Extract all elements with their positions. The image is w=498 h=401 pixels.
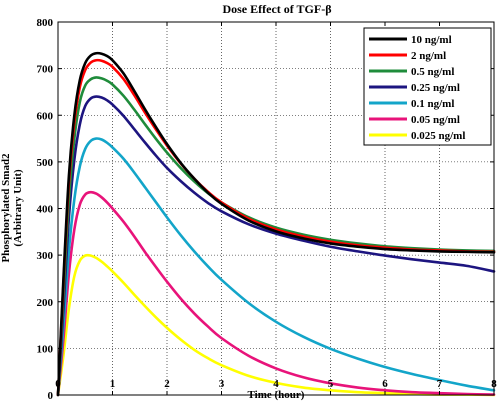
x-tick-label: 8 — [491, 378, 497, 390]
axis-ticks: 0 1 2 3 4 5 6 7 8 0 100 200 300 400 500 600 700 800 — [37, 17, 498, 401]
x-tick-label: 2 — [164, 378, 170, 390]
x-tick-label: 0 — [55, 378, 61, 390]
x-tick-label: 1 — [110, 378, 116, 390]
y-tick-label: 600 — [37, 110, 54, 122]
x-tick-label: 6 — [382, 378, 388, 390]
y-tick-label: 300 — [37, 250, 54, 262]
chart-title: Dose Effect of TGF-β — [222, 2, 331, 16]
legend-label: 2 ng/ml — [411, 50, 446, 62]
y-axis-label-line2: (Arbitrary Unit) — [12, 169, 24, 247]
legend-label: 0.25 ng/ml — [411, 82, 460, 94]
y-tick-label: 100 — [37, 343, 54, 355]
legend-label: 10 ng/ml — [411, 34, 452, 46]
y-tick-label: 200 — [37, 297, 54, 309]
y-tick-label: 700 — [37, 64, 54, 76]
series-line-0 — [56, 51, 496, 397]
x-axis-label: Time (hour) — [248, 389, 305, 401]
series-line-4 — [56, 137, 496, 397]
y-tick-label: 500 — [37, 157, 54, 169]
series-lines — [56, 51, 496, 397]
y-axis-label-line1: Phosphorylated Smad2 — [0, 153, 12, 263]
legend: 10 ng/ml 2 ng/ml 0.5 ng/ml 0.25 ng/ml 0.1 ng… — [363, 27, 492, 146]
y-tick-label: 0 — [48, 390, 54, 401]
legend-entries: 10 ng/ml 2 ng/ml 0.5 ng/ml 0.25 ng/ml 0.1 ng… — [369, 34, 465, 142]
y-tick-label: 800 — [37, 17, 54, 29]
y-tick-label: 400 — [37, 204, 54, 216]
x-tick-label: 4 — [273, 378, 279, 390]
x-tick-label: 5 — [328, 378, 334, 390]
series-line-3 — [56, 95, 496, 397]
x-tick-label: 7 — [437, 378, 443, 390]
series-line-2 — [56, 76, 496, 397]
legend-label: 0.5 ng/ml — [411, 66, 454, 78]
series-line-5 — [56, 190, 496, 397]
x-tick-label: 3 — [219, 378, 225, 390]
legend-label: 0.05 ng/ml — [411, 114, 460, 126]
legend-label: 0.025 ng/ml — [411, 130, 465, 142]
series-line-6 — [56, 253, 496, 397]
legend-label: 0.1 ng/ml — [411, 98, 454, 110]
